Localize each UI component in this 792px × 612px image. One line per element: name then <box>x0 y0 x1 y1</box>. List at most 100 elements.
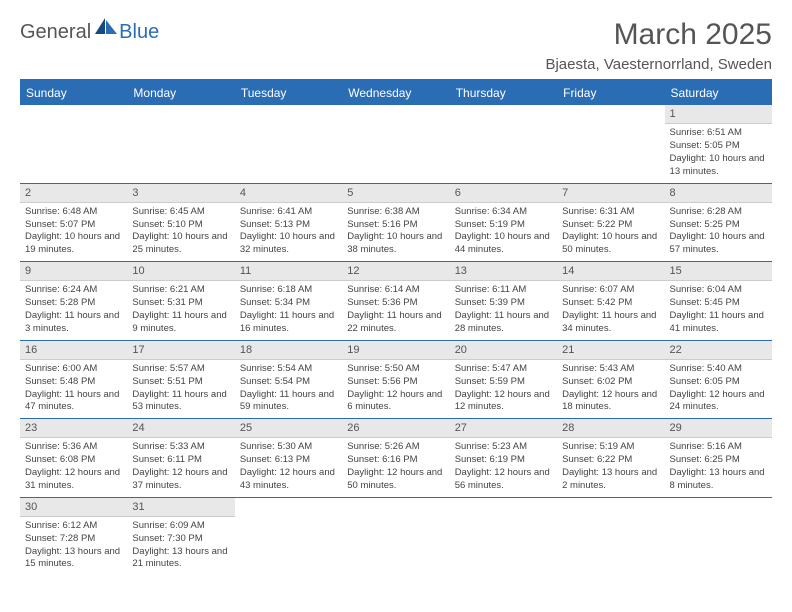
calendar-day: 17 Sunrise: 5:57 AMSunset: 5:51 PMDayligh… <box>127 340 234 419</box>
daylight-text: Daylight: 13 hours and 21 minutes. <box>132 546 229 572</box>
sunset-text: Sunset: 5:07 PM <box>25 219 122 232</box>
day-content: Sunrise: 6:09 AMSunset: 7:30 PMDaylight:… <box>127 517 234 575</box>
sunrise-text: Sunrise: 5:57 AM <box>132 363 229 376</box>
daylight-text: Daylight: 12 hours and 50 minutes. <box>347 467 444 493</box>
sunrise-text: Sunrise: 5:36 AM <box>25 441 122 454</box>
day-content: Sunrise: 6:41 AMSunset: 5:13 PMDaylight:… <box>235 203 342 261</box>
calendar-day: 25Sunrise: 5:30 AMSunset: 6:13 PMDayligh… <box>235 419 342 498</box>
day-content: Sunrise: 6:11 AMSunset: 5:39 PMDaylight:… <box>450 281 557 339</box>
calendar-day: 24Sunrise: 5:33 AMSunset: 6:11 PMDayligh… <box>127 419 234 498</box>
sunset-text: Sunset: 5:28 PM <box>25 297 122 310</box>
sunrise-text: Sunrise: 6:51 AM <box>670 127 767 140</box>
day-number: 13 <box>450 262 557 281</box>
day-number: 28 <box>557 419 664 438</box>
sunset-text: Sunset: 5:42 PM <box>562 297 659 310</box>
day-number: 8 <box>665 184 772 203</box>
day-number: 17 <box>127 341 234 360</box>
daylight-text: Daylight: 11 hours and 22 minutes. <box>347 310 444 336</box>
daylight-text: Daylight: 12 hours and 31 minutes. <box>25 467 122 493</box>
daylight-text: Daylight: 13 hours and 8 minutes. <box>670 467 767 493</box>
sunrise-text: Sunrise: 5:33 AM <box>132 441 229 454</box>
sunset-text: Sunset: 5:48 PM <box>25 376 122 389</box>
calendar-day <box>557 497 664 575</box>
day-number: 14 <box>557 262 664 281</box>
day-number: 16 <box>20 341 127 360</box>
day-content: Sunrise: 6:48 AMSunset: 5:07 PMDaylight:… <box>20 203 127 261</box>
calendar-week: 16Sunrise: 6:00 AMSunset: 5:48 PMDayligh… <box>20 340 772 419</box>
sunrise-text: Sunrise: 6:04 AM <box>670 284 767 297</box>
sunrise-text: Sunrise: 6:09 AM <box>132 520 229 533</box>
daylight-text: Daylight: 12 hours and 37 minutes. <box>132 467 229 493</box>
header: General Blue March 2025 Bjaesta, Vaester… <box>20 18 772 73</box>
sunset-text: Sunset: 5:13 PM <box>240 219 337 232</box>
day-number: 5 <box>342 184 449 203</box>
day-number: 4 <box>235 184 342 203</box>
calendar-day: 16Sunrise: 6:00 AMSunset: 5:48 PMDayligh… <box>20 340 127 419</box>
calendar-day <box>127 105 234 183</box>
sunrise-text: Sunrise: 5:54 AM <box>240 363 337 376</box>
daylight-text: Daylight: 12 hours and 43 minutes. <box>240 467 337 493</box>
day-content: Sunrise: 6:18 AMSunset: 5:34 PMDaylight:… <box>235 281 342 339</box>
sunrise-text: Sunrise: 6:28 AM <box>670 206 767 219</box>
sunrise-text: Sunrise: 5:16 AM <box>670 441 767 454</box>
sunset-text: Sunset: 5:19 PM <box>455 219 552 232</box>
calendar-day <box>235 497 342 575</box>
day-number: 10 <box>127 262 234 281</box>
daylight-text: Daylight: 11 hours and 53 minutes. <box>132 389 229 415</box>
sunset-text: Sunset: 5:10 PM <box>132 219 229 232</box>
calendar-day: 31Sunrise: 6:09 AMSunset: 7:30 PMDayligh… <box>127 497 234 575</box>
calendar-day: 30Sunrise: 6:12 AMSunset: 7:28 PMDayligh… <box>20 497 127 575</box>
calendar-day <box>20 105 127 183</box>
sunset-text: Sunset: 5:56 PM <box>347 376 444 389</box>
sunrise-text: Sunrise: 5:26 AM <box>347 441 444 454</box>
day-number: 29 <box>665 419 772 438</box>
day-content: Sunrise: 5:36 AMSunset: 6:08 PMDaylight:… <box>20 438 127 496</box>
calendar-day: 2Sunrise: 6:48 AMSunset: 5:07 PMDaylight… <box>20 183 127 262</box>
weekday-header: Wednesday <box>342 80 449 105</box>
day-content: Sunrise: 6:14 AMSunset: 5:36 PMDaylight:… <box>342 281 449 339</box>
day-number: 20 <box>450 341 557 360</box>
calendar-week: 9Sunrise: 6:24 AMSunset: 5:28 PMDaylight… <box>20 262 772 341</box>
day-number: 9 <box>20 262 127 281</box>
day-number: 31 <box>127 498 234 517</box>
calendar-day: 27Sunrise: 5:23 AMSunset: 6:19 PMDayligh… <box>450 419 557 498</box>
sunset-text: Sunset: 6:13 PM <box>240 454 337 467</box>
day-content: Sunrise: 5:33 AMSunset: 6:11 PMDaylight:… <box>127 438 234 496</box>
calendar-day <box>665 497 772 575</box>
sunrise-text: Sunrise: 5:30 AM <box>240 441 337 454</box>
weekday-header: Monday <box>127 80 234 105</box>
month-title: March 2025 <box>545 18 772 52</box>
calendar-day: 3Sunrise: 6:45 AMSunset: 5:10 PMDaylight… <box>127 183 234 262</box>
day-number: 15 <box>665 262 772 281</box>
sunset-text: Sunset: 6:05 PM <box>670 376 767 389</box>
daylight-text: Daylight: 13 hours and 15 minutes. <box>25 546 122 572</box>
daylight-text: Daylight: 10 hours and 13 minutes. <box>670 153 767 179</box>
calendar-day <box>342 497 449 575</box>
sunset-text: Sunset: 6:16 PM <box>347 454 444 467</box>
day-content: Sunrise: 6:45 AMSunset: 5:10 PMDaylight:… <box>127 203 234 261</box>
location: Bjaesta, Vaesternorrland, Sweden <box>545 56 772 73</box>
weekday-header: Thursday <box>450 80 557 105</box>
sunrise-text: Sunrise: 6:21 AM <box>132 284 229 297</box>
day-content: Sunrise: 6:24 AMSunset: 5:28 PMDaylight:… <box>20 281 127 339</box>
day-number: 22 <box>665 341 772 360</box>
calendar-day: 13Sunrise: 6:11 AMSunset: 5:39 PMDayligh… <box>450 262 557 341</box>
day-number: 11 <box>235 262 342 281</box>
calendar-day: 21Sunrise: 5:43 AMSunset: 6:02 PMDayligh… <box>557 340 664 419</box>
day-number: 30 <box>20 498 127 517</box>
sunset-text: Sunset: 6:22 PM <box>562 454 659 467</box>
daylight-text: Daylight: 13 hours and 2 minutes. <box>562 467 659 493</box>
daylight-text: Daylight: 11 hours and 28 minutes. <box>455 310 552 336</box>
day-content: Sunrise: 5:23 AMSunset: 6:19 PMDaylight:… <box>450 438 557 496</box>
weekday-header: Tuesday <box>235 80 342 105</box>
calendar-day: 7Sunrise: 6:31 AMSunset: 5:22 PMDaylight… <box>557 183 664 262</box>
daylight-text: Daylight: 10 hours and 32 minutes. <box>240 231 337 257</box>
title-block: March 2025 Bjaesta, Vaesternorrland, Swe… <box>545 18 772 73</box>
day-content: Sunrise: 6:12 AMSunset: 7:28 PMDaylight:… <box>20 517 127 575</box>
day-number: 7 <box>557 184 664 203</box>
daylight-text: Daylight: 10 hours and 25 minutes. <box>132 231 229 257</box>
calendar-day: 12Sunrise: 6:14 AMSunset: 5:36 PMDayligh… <box>342 262 449 341</box>
day-content: Sunrise: 6:21 AMSunset: 5:31 PMDaylight:… <box>127 281 234 339</box>
sunset-text: Sunset: 5:51 PM <box>132 376 229 389</box>
sunrise-text: Sunrise: 5:19 AM <box>562 441 659 454</box>
